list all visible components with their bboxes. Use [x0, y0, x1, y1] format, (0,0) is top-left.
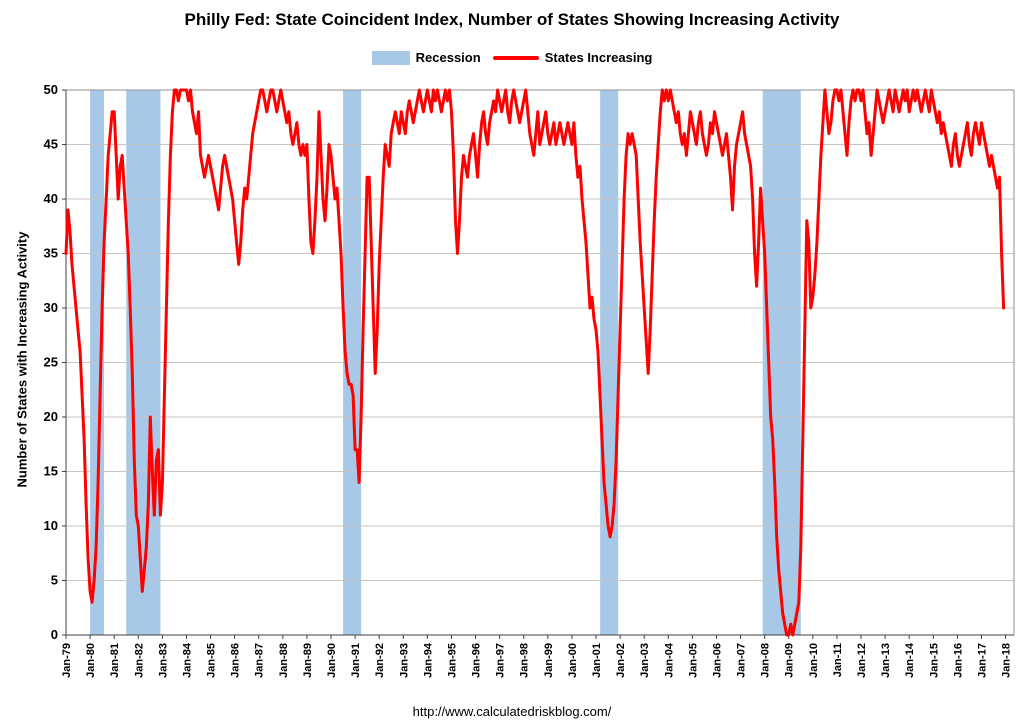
y-tick-label: 30	[44, 300, 58, 315]
x-tick-label: Jan-05	[687, 643, 699, 678]
y-tick-label: 5	[51, 573, 58, 588]
x-tick-label: Jan-13	[880, 643, 892, 678]
recession-swatch-icon	[371, 50, 410, 65]
x-tick-label: Jan-86	[230, 643, 242, 678]
y-tick-label: 20	[44, 409, 58, 424]
x-tick-label: Jan-12	[856, 643, 868, 678]
x-tick-label: Jan-08	[760, 643, 772, 678]
x-tick-label: Jan-18	[1001, 643, 1013, 678]
x-tick-label: Jan-00	[567, 643, 579, 678]
y-tick-label: 25	[44, 355, 58, 370]
x-tick-label: Jan-93	[398, 643, 410, 678]
x-tick-label: Jan-04	[663, 642, 675, 678]
x-tick-label: Jan-82	[133, 643, 145, 678]
x-tick-label: Jan-81	[109, 643, 121, 678]
x-tick-label: Jan-02	[615, 643, 627, 678]
x-tick-label: Jan-09	[784, 643, 796, 678]
x-tick-label: Jan-85	[206, 643, 218, 678]
x-tick-label: Jan-94	[422, 642, 434, 678]
y-tick-label: 10	[44, 518, 58, 533]
x-tick-label: Jan-87	[254, 643, 266, 678]
y-tick-label: 50	[44, 82, 58, 97]
x-tick-label: Jan-07	[736, 643, 748, 678]
x-tick-label: Jan-92	[374, 643, 386, 678]
legend-label-states-increasing: States Increasing	[544, 50, 653, 65]
x-tick-label: Jan-91	[350, 643, 362, 678]
x-tick-label: Jan-16	[952, 643, 964, 678]
y-tick-label: 0	[51, 627, 58, 642]
x-tick-label: Jan-97	[495, 643, 507, 678]
x-tick-label: Jan-99	[543, 643, 555, 678]
y-tick-label: 40	[44, 191, 58, 206]
x-tick-label: Jan-96	[471, 643, 483, 678]
y-tick-label: 35	[44, 246, 58, 261]
footer-url: http://www.calculatedriskblog.com/	[412, 704, 612, 719]
x-tick-label: Jan-15	[928, 643, 940, 678]
x-tick-label: Jan-88	[278, 643, 290, 678]
x-tick-label: Jan-80	[85, 643, 97, 678]
chart-svg: 0 5 10 15 20 25 30 35 40 45 50 Jan-79 Jan-80 Jan-81 Ja…	[44, 82, 1015, 678]
x-tick-label: Jan-89	[302, 643, 314, 678]
x-tick-label: Jan-14	[904, 642, 916, 678]
y-tick-label: 45	[44, 137, 58, 152]
y-tick-label: 15	[44, 464, 58, 479]
x-tick-label: Jan-79	[61, 643, 73, 678]
x-tick-label: Jan-03	[639, 643, 651, 678]
x-tick-label: Jan-01	[591, 643, 603, 678]
x-tick-label: Jan-90	[326, 643, 338, 678]
x-tick-label: Jan-17	[976, 643, 988, 678]
x-tick-label: Jan-83	[157, 643, 169, 678]
x-tick-label: Jan-10	[808, 643, 820, 678]
legend-item-states-increasing: States Increasing	[492, 50, 653, 65]
chart-title: Philly Fed: State Coincident Index, Numb…	[184, 10, 840, 29]
legend-label-recession: Recession	[415, 50, 481, 65]
x-tick-label: Jan-98	[519, 643, 531, 678]
legend: Recession States Increasing	[0, 50, 1024, 65]
x-tick-label: Jan-95	[446, 643, 458, 678]
x-tick-label: Jan-11	[832, 643, 844, 677]
x-tick-label: Jan-06	[711, 643, 723, 678]
line-swatch-icon	[492, 55, 539, 60]
legend-item-recession: Recession	[371, 50, 481, 65]
series-line-states-increasing	[64, 88, 1006, 637]
x-tick-label: Jan-84	[181, 642, 193, 678]
